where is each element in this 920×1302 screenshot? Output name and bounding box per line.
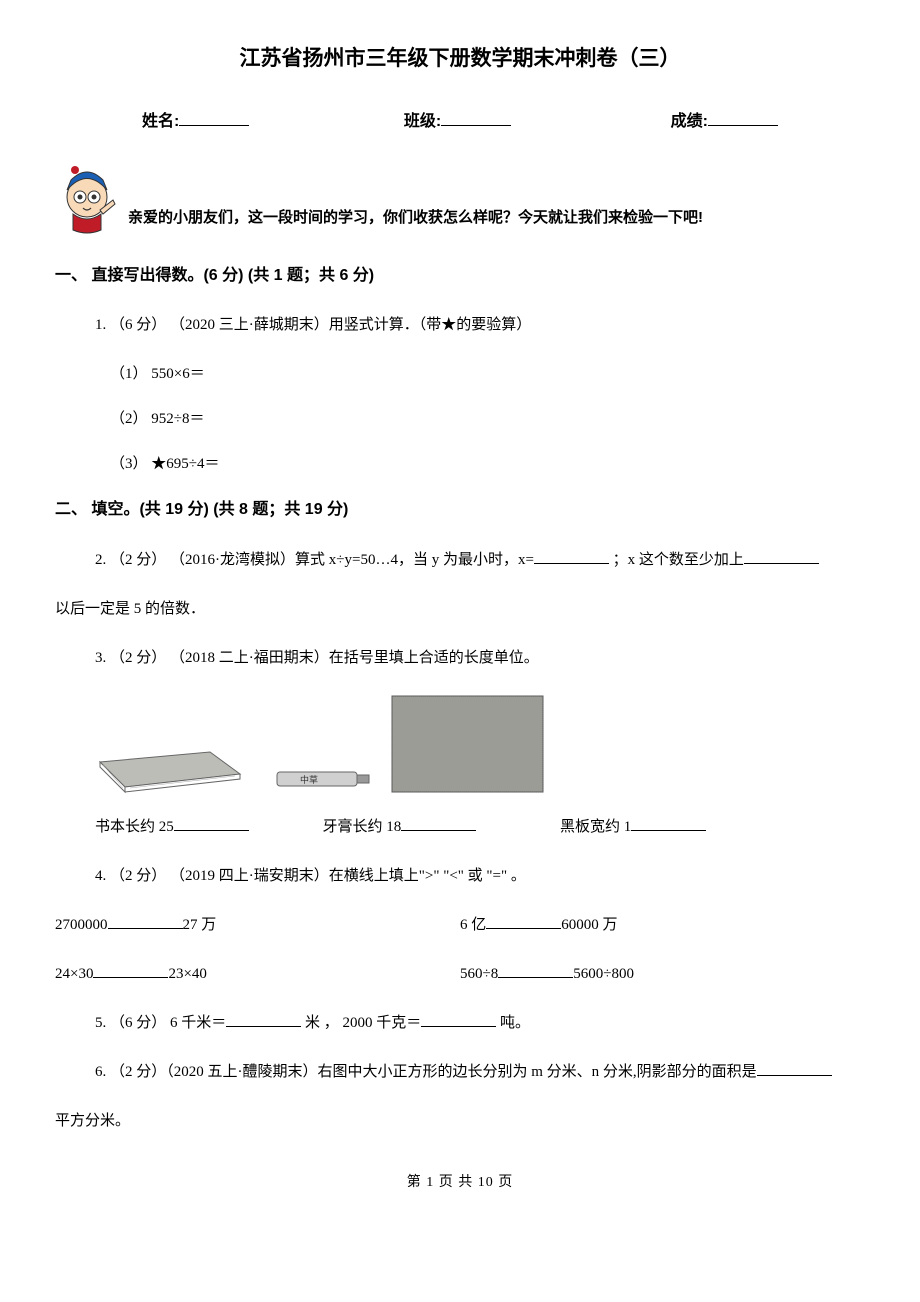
book-image [95, 722, 245, 794]
name-blank[interactable] [179, 110, 249, 126]
class-label-text: 班级: [404, 113, 441, 130]
q3-board-label: 黑板宽约 1 [560, 819, 631, 835]
q4-r2c2a: 560÷8 [460, 966, 498, 982]
q2-part-b: ；x 这个数至少加上 [609, 552, 744, 568]
page-footer: 第 1 页 共 10 页 [55, 1170, 865, 1195]
q2-tail: 以后一定是 5 的倍数． [55, 596, 865, 623]
q4-row1: 2700000 27 万 6 亿 60000 万 [55, 912, 865, 939]
board-image [390, 694, 545, 794]
q2-blank2[interactable] [744, 549, 819, 564]
class-blank[interactable] [441, 110, 511, 126]
q6-tail: 平方分米。 [55, 1108, 865, 1135]
class-label: 班级: [404, 108, 511, 137]
svg-text:中草: 中草 [300, 774, 318, 785]
q5-part-a: 5. （6 分） 6 千米＝ [95, 1015, 226, 1031]
q5-blank2[interactable] [421, 1012, 496, 1027]
q1-sub1: （1） 550×6＝ [110, 361, 865, 388]
q4-r1c1: 2700000 27 万 [55, 912, 460, 939]
q3-labels: 书本长约 25 牙膏长约 18 黑板宽约 1 [95, 814, 865, 841]
name-label-text: 姓名: [142, 113, 179, 130]
mascot-icon [55, 162, 120, 237]
q4-r2c1a: 24×30 [55, 966, 93, 982]
q3-tooth-label: 牙膏长约 18 [323, 819, 402, 835]
q4-r1c1b: 27 万 [183, 917, 217, 933]
score-label-text: 成绩: [671, 113, 708, 130]
toothpaste-image: 中草 [275, 766, 375, 790]
q1-sub2: （2） 952÷8＝ [110, 406, 865, 433]
q4-blank3[interactable] [93, 963, 168, 978]
q3-book-label: 书本长约 25 [95, 819, 174, 835]
q4-blank4[interactable] [498, 963, 573, 978]
page-title: 江苏省扬州市三年级下册数学期末冲刺卷（三） [55, 40, 865, 78]
q4-r2c2: 560÷8 5600÷800 [460, 961, 865, 988]
q1-text: 1. （6 分） （2020 三上·薛城期末）用竖式计算．（带★的要验算） [95, 312, 865, 339]
q4-text: 4. （2 分） （2019 四上·瑞安期末）在横线上填上">" "<" 或 "… [95, 863, 865, 890]
q3-board-blank[interactable] [631, 816, 706, 831]
intro-text: 亲爱的小朋友们，这一段时间的学习，你们收获怎么样呢？今天就让我们来检验一下吧! [128, 204, 703, 237]
intro-row: 亲爱的小朋友们，这一段时间的学习，你们收获怎么样呢？今天就让我们来检验一下吧! [55, 162, 865, 237]
q5-part-b: 米 ， 2000 千克＝ [301, 1015, 421, 1031]
section1-heading: 一、 直接写出得数。(6 分) (共 1 题；共 6 分) [55, 262, 865, 291]
q4-r1c2: 6 亿 60000 万 [460, 912, 865, 939]
q6-blank[interactable] [757, 1061, 832, 1076]
q4-r2c1: 24×30 23×40 [55, 961, 460, 988]
q3-tooth-blank[interactable] [401, 816, 476, 831]
q4-r2c1b: 23×40 [168, 966, 206, 982]
score-label: 成绩: [671, 108, 778, 137]
q5-blank1[interactable] [226, 1012, 301, 1027]
q4-r1c1a: 2700000 [55, 917, 108, 933]
q3-text: 3. （2 分） （2018 二上·福田期末）在括号里填上合适的长度单位。 [95, 645, 865, 672]
q2-blank1[interactable] [534, 549, 609, 564]
q4-r1c2a: 6 亿 [460, 917, 486, 933]
q4-r2c2b: 5600÷800 [573, 966, 634, 982]
q4-blank1[interactable] [108, 914, 183, 929]
q6-part-a: 6. （2 分）（2020 五上·醴陵期末）右图中大小正方形的边长分别为 m 分… [95, 1064, 757, 1080]
q4-r1c2b: 60000 万 [561, 917, 617, 933]
name-label: 姓名: [142, 108, 249, 137]
q4-row2: 24×30 23×40 560÷8 5600÷800 [55, 961, 865, 988]
q4-blank2[interactable] [486, 914, 561, 929]
q6-text: 6. （2 分）（2020 五上·醴陵期末）右图中大小正方形的边长分别为 m 分… [95, 1059, 865, 1086]
q2-part-a: 2. （2 分） （2016·龙湾模拟）算式 x÷y=50…4，当 y 为最小时… [95, 552, 534, 568]
q3-images: 中草 [95, 694, 865, 794]
info-row: 姓名: 班级: 成绩: [55, 108, 865, 137]
q1-sub3: （3） ★695÷4＝ [110, 451, 865, 478]
score-blank[interactable] [708, 110, 778, 126]
q5-part-c: 吨。 [496, 1015, 530, 1031]
q2-text: 2. （2 分） （2016·龙湾模拟）算式 x÷y=50…4，当 y 为最小时… [95, 547, 865, 574]
q5-text: 5. （6 分） 6 千米＝ 米 ， 2000 千克＝ 吨。 [95, 1010, 865, 1037]
section2-heading: 二、 填空。(共 19 分) (共 8 题；共 19 分) [55, 496, 865, 525]
q3-book-blank[interactable] [174, 816, 249, 831]
